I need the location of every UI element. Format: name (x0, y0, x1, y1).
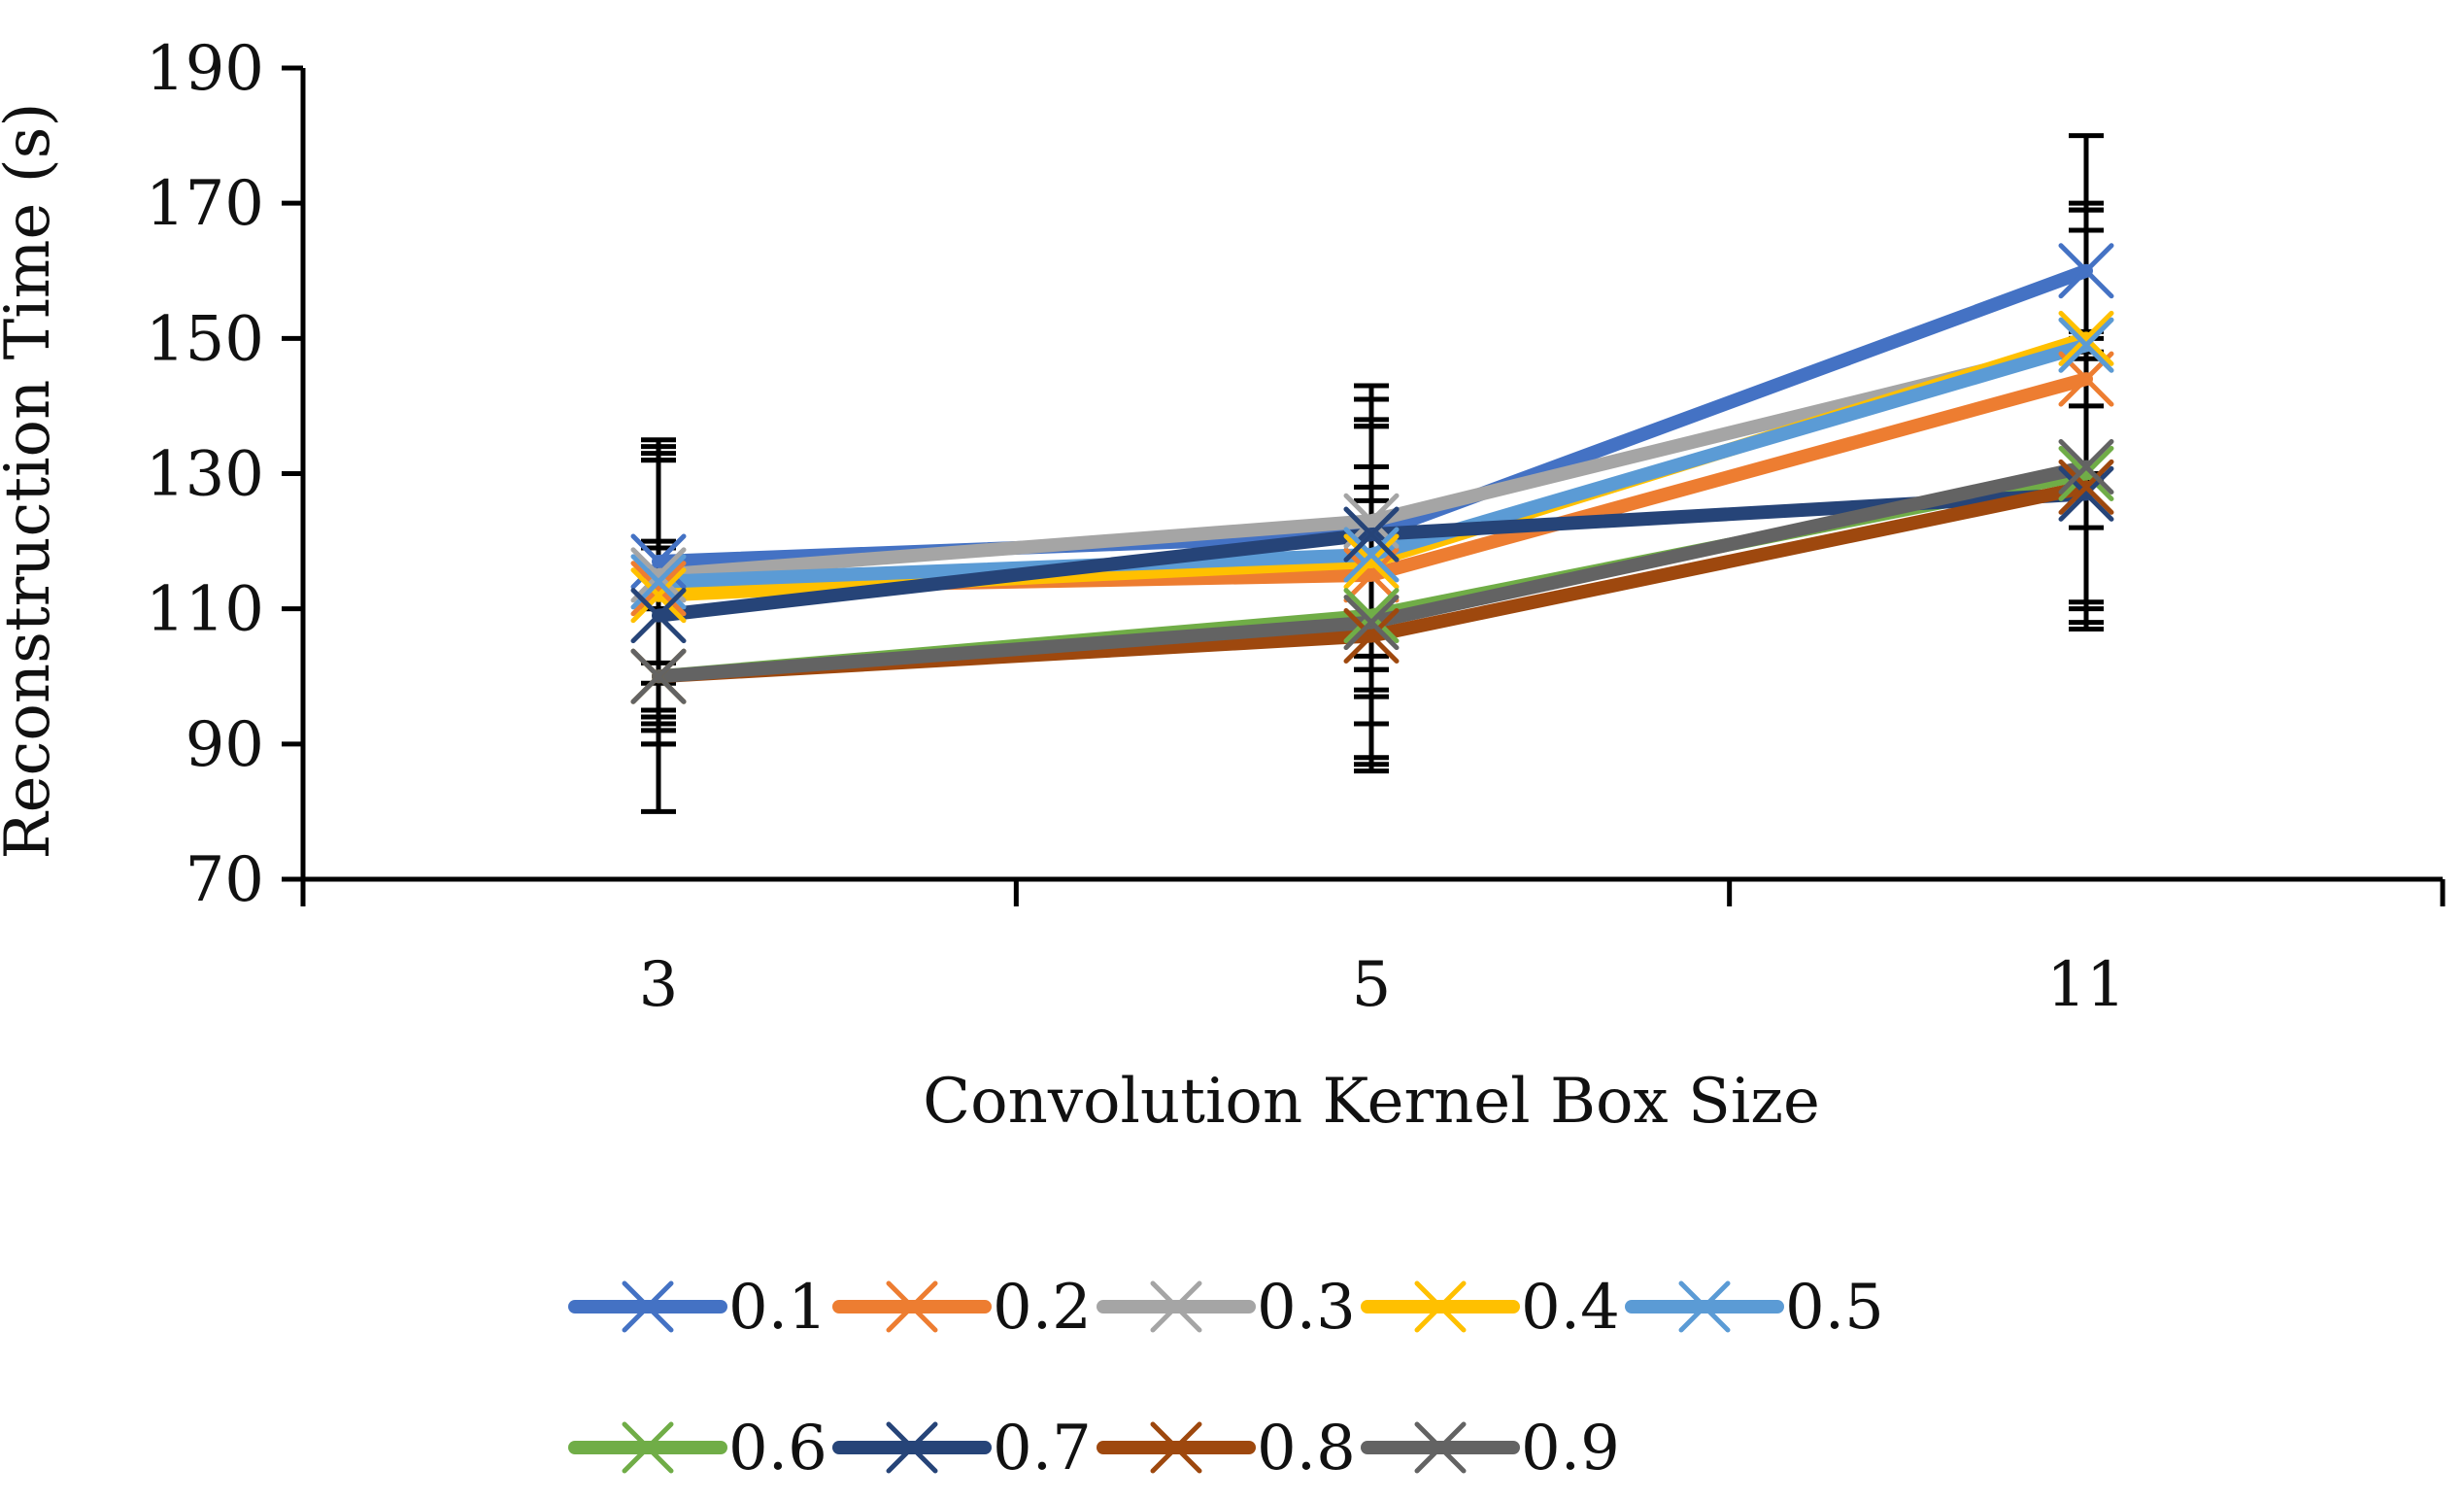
x-tick-label: 3 (639, 949, 679, 1021)
error-bars (641, 133, 2104, 814)
legend-item-0.4: 0.4 (1361, 1272, 1620, 1344)
legend-marker (1150, 1421, 1202, 1474)
y-tick-label: 110 (146, 574, 264, 646)
y-tick-label: 150 (146, 303, 264, 375)
data-point-0.2 (630, 561, 687, 617)
legend-item-0.6: 0.6 (568, 1413, 827, 1484)
data-point-0.2 (1343, 547, 1400, 603)
data-point-0.1 (2058, 243, 2114, 299)
data-point-0.9 (2058, 439, 2114, 495)
data-point-0.9 (1343, 595, 1400, 651)
legend-label: 0.5 (1785, 1272, 1884, 1344)
data-point-0.8 (2058, 459, 2114, 515)
legend-label: 0.4 (1521, 1272, 1620, 1344)
data-point-0.6 (1343, 588, 1400, 644)
data-point-0.4 (630, 567, 687, 624)
legend-marker (1414, 1421, 1467, 1474)
data-point-0.6 (2058, 446, 2114, 501)
data-point-0.4 (1343, 533, 1400, 590)
y-tick-label: 130 (146, 439, 264, 511)
y-tick-label: 70 (186, 844, 264, 916)
legend: 0.1 0.2 0.3 0.4 0.5 0.6 0.7 0.8 0.9 (568, 1272, 1884, 1484)
x-axis: 3 5 11 (300, 876, 2446, 1021)
data-point-0.5 (2058, 317, 2114, 373)
legend-marker (1678, 1280, 1731, 1333)
data-point-0.7 (1343, 506, 1400, 563)
plot-area: 70 90 110 130 150 170 190 3 5 11 (146, 33, 2446, 1021)
legend-item-0.1: 0.1 (568, 1272, 827, 1344)
y-axis: 70 90 110 130 150 170 190 (146, 33, 306, 916)
legend-marker (886, 1421, 938, 1474)
legend-marker (622, 1280, 674, 1333)
legend-marker (622, 1421, 674, 1474)
legend-label: 0.3 (1257, 1272, 1356, 1344)
data-point-0.7 (630, 588, 687, 644)
y-tick-label: 190 (146, 33, 264, 105)
series-markers (630, 243, 2114, 704)
legend-item-0.5: 0.5 (1625, 1272, 1884, 1344)
data-point-0.8 (1343, 608, 1400, 664)
legend-marker (1150, 1280, 1202, 1333)
x-axis-title: Convolution Kernel Box Size (923, 1066, 1820, 1138)
legend-item-0.2: 0.2 (832, 1272, 1092, 1344)
data-point-0.9 (630, 648, 687, 704)
legend-item-0.3: 0.3 (1097, 1272, 1356, 1344)
legend-label: 0.6 (728, 1413, 827, 1484)
y-tick-label: 90 (186, 709, 264, 781)
data-point-0.7 (2058, 465, 2114, 522)
y-axis-title: Reconstruction Time (s) (0, 103, 64, 860)
legend-item-0.7: 0.7 (832, 1413, 1092, 1484)
data-point-0.5 (1343, 527, 1400, 583)
data-point-0.3 (630, 547, 687, 603)
x-tick-label: 5 (1352, 949, 1392, 1021)
data-point-0.4 (2058, 310, 2114, 366)
legend-label: 0.1 (728, 1272, 827, 1344)
x-tick-label: 11 (2046, 949, 2125, 1021)
legend-item-0.8: 0.8 (1097, 1413, 1356, 1484)
legend-label: 0.8 (1257, 1413, 1356, 1484)
legend-label: 0.7 (993, 1413, 1092, 1484)
legend-marker (1414, 1280, 1467, 1333)
legend-label: 0.2 (993, 1272, 1092, 1344)
y-tick-label: 170 (146, 168, 264, 240)
legend-item-0.9: 0.9 (1361, 1413, 1620, 1484)
legend-label: 0.9 (1521, 1413, 1620, 1484)
legend-marker (886, 1280, 938, 1333)
